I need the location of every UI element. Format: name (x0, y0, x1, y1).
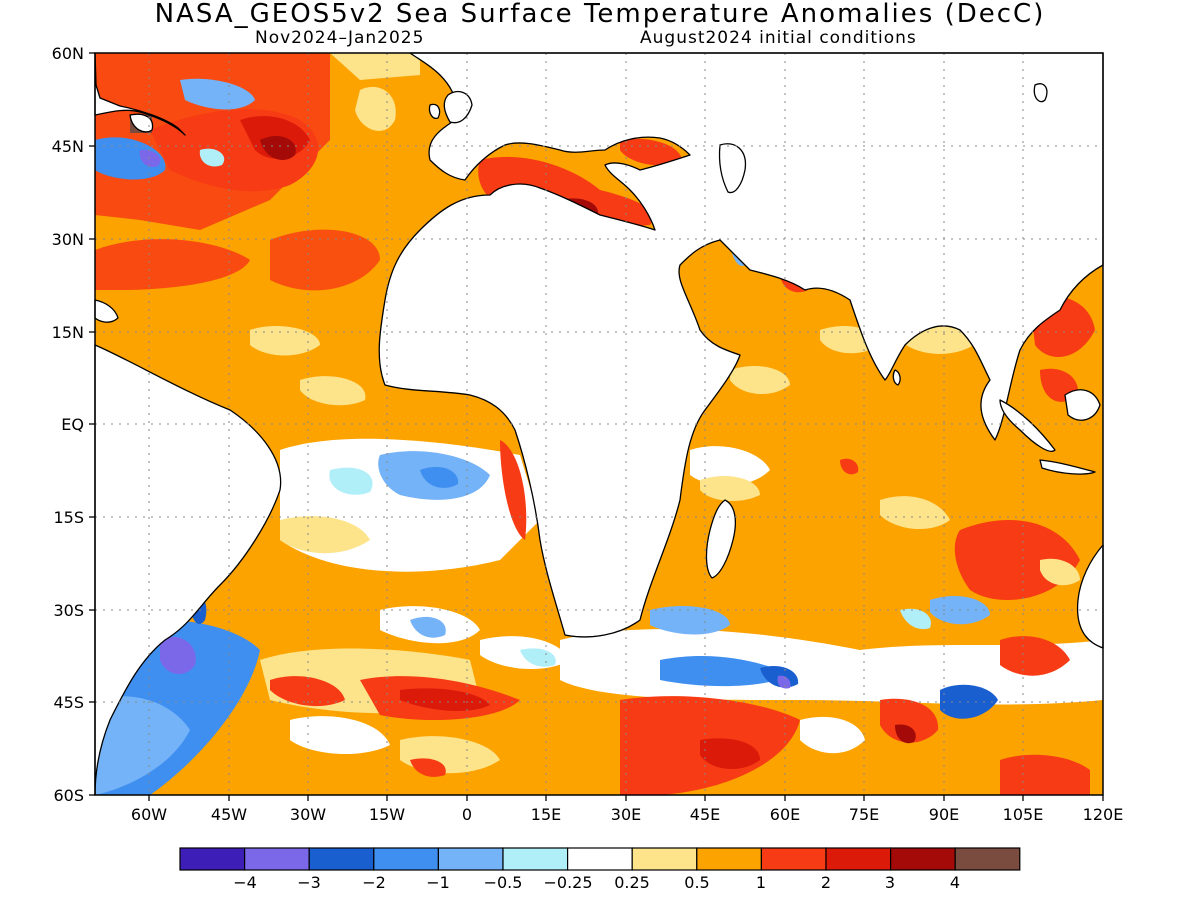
colorbar-swatch (760, 847, 827, 871)
lat-label: 30N (52, 230, 84, 249)
colorbar-label: −4 (233, 873, 257, 892)
lon-label: 90E (929, 805, 959, 824)
colorbar-label: 1 (756, 873, 766, 892)
colorbar-swatch (437, 847, 504, 871)
lon-ticks (148, 795, 1104, 801)
borneo-land (1064, 389, 1101, 421)
colorbar-label: −2 (362, 873, 386, 892)
lat-label: 30S (53, 601, 84, 620)
colorbar-swatch (631, 847, 698, 871)
lat-label: 15N (52, 323, 84, 342)
afro-eurasia-land (378, 52, 1104, 638)
colorbar-swatch (373, 847, 439, 871)
japan-land (1033, 83, 1048, 103)
lat-label: 45S (53, 693, 84, 712)
colorbar-swatch (244, 847, 310, 871)
lon-label: 60E (770, 805, 800, 824)
map-title: NASA_GEOS5v2 Sea Surface Temperature Ano… (154, 0, 1046, 29)
initial-conditions: August2024 initial conditions (640, 28, 917, 48)
sri-lanka-land (892, 369, 901, 386)
colorbar-label: 2 (821, 873, 831, 892)
lon-label: 45E (690, 805, 720, 824)
lon-label: 30W (290, 805, 326, 824)
lon-label: 120E (1083, 805, 1124, 824)
lon-label: 75E (849, 805, 879, 824)
colorbar-label: 0.25 (614, 873, 650, 892)
colorbar: −4 −3 −2 −1 −0.5 −0.25 0.25 0.5 1 2 3 4 (179, 847, 1021, 892)
australia-land (1076, 544, 1104, 649)
colorbar-labels: −4 −3 −2 −1 −0.5 −0.25 0.25 0.5 1 2 3 4 (233, 873, 960, 892)
forecast-period: Nov2024–Jan2025 (255, 28, 425, 48)
colorbar-label: 4 (950, 873, 960, 892)
colorbar-swatch (566, 847, 633, 871)
java-land (1039, 459, 1096, 475)
south-america-land (94, 344, 282, 796)
madagascar-land (705, 499, 736, 579)
lon-label: 45W (211, 805, 247, 824)
caspian-sea (718, 143, 747, 194)
ireland-land (428, 103, 441, 119)
lon-label: 15E (531, 805, 561, 824)
colorbar-label: 3 (885, 873, 895, 892)
colorbar-label: −0.25 (543, 873, 592, 892)
colorbar-swatch (179, 847, 246, 871)
lon-labels: 60W 45W 30W 15W 0 15E 30E 45E 60E 75E 90… (131, 805, 1123, 824)
lon-label: 30E (611, 805, 641, 824)
americas-land (94, 52, 186, 136)
lon-label: 105E (1003, 805, 1044, 824)
colorbar-swatch (889, 847, 956, 871)
lat-ticks (89, 52, 95, 796)
lat-label: 45N (52, 137, 84, 156)
colorbar-swatches (179, 847, 1021, 871)
colorbar-swatch (502, 847, 569, 871)
newfoundland-land (129, 113, 154, 133)
colorbar-swatch (954, 847, 1021, 871)
sumatra-land (999, 399, 1056, 452)
landmasses (94, 52, 1104, 796)
gridlines (95, 53, 1103, 795)
colorbar-label: −1 (426, 873, 450, 892)
colorbar-label: −3 (297, 873, 321, 892)
colorbar-swatch (825, 847, 892, 871)
lat-label: 15S (53, 508, 84, 527)
british-isles-land (443, 91, 473, 124)
lat-label: 60N (52, 44, 84, 63)
caribbean-land (94, 299, 119, 323)
lon-label: 0 (462, 805, 472, 824)
lon-label: 60W (131, 805, 167, 824)
lon-label: 15W (369, 805, 405, 824)
lat-label: 60S (53, 786, 84, 805)
colorbar-label: 0.5 (684, 873, 709, 892)
lat-label: EQ (61, 415, 84, 434)
colorbar-label: −0.5 (484, 873, 523, 892)
colorbar-swatch (308, 847, 375, 871)
colorbar-swatch (696, 847, 762, 871)
lat-labels: 60N 45N 30N 15N EQ 15S 30S 45S 60S (52, 44, 84, 805)
